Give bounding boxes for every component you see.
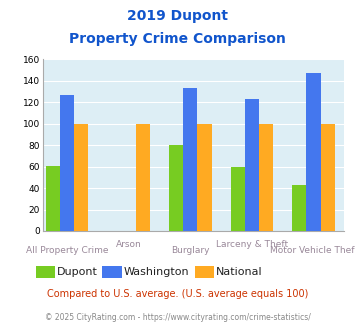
Bar [321, 124, 335, 231]
Text: Larceny & Theft: Larceny & Theft [216, 240, 288, 248]
Bar [136, 124, 150, 231]
Text: All Property Crime: All Property Crime [26, 246, 109, 255]
Text: Dupont: Dupont [57, 267, 98, 277]
Text: Washington: Washington [124, 267, 189, 277]
Bar [292, 185, 306, 231]
Bar [306, 73, 321, 231]
Bar [169, 145, 183, 231]
Bar [231, 167, 245, 231]
Text: Burglary: Burglary [171, 246, 210, 255]
Text: Property Crime Comparison: Property Crime Comparison [69, 32, 286, 46]
Text: Compared to U.S. average. (U.S. average equals 100): Compared to U.S. average. (U.S. average … [47, 289, 308, 299]
Text: © 2025 CityRating.com - https://www.cityrating.com/crime-statistics/: © 2025 CityRating.com - https://www.city… [45, 313, 310, 322]
Bar [197, 124, 212, 231]
Bar [74, 124, 88, 231]
Bar [183, 88, 197, 231]
Bar [259, 124, 273, 231]
Bar [60, 95, 74, 231]
Bar [46, 166, 60, 231]
Text: Arson: Arson [116, 240, 142, 248]
Bar [245, 99, 259, 231]
Text: National: National [216, 267, 262, 277]
Text: 2019 Dupont: 2019 Dupont [127, 9, 228, 23]
Text: Motor Vehicle Theft: Motor Vehicle Theft [269, 246, 355, 255]
